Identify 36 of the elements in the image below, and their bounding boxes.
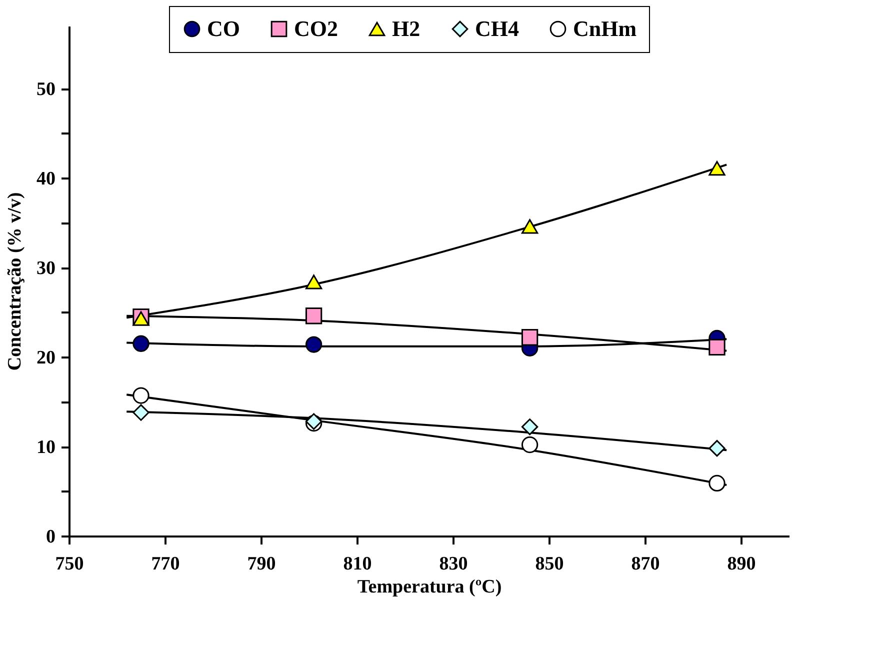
x-tick-label: 750 (55, 554, 84, 574)
y-axis-title: Concentração (% v/v) (4, 192, 26, 371)
legend-label: CO (207, 16, 240, 41)
legend-label: CnHm (573, 16, 637, 41)
legend-label: H2 (392, 16, 420, 41)
y-tick-label: 10 (36, 437, 56, 458)
point (305, 308, 322, 324)
legend-label: CO2 (294, 16, 338, 41)
x-tick-label: 790 (247, 554, 276, 574)
point (132, 387, 150, 404)
point (132, 335, 150, 352)
y-tick-label: 40 (36, 168, 56, 190)
x-tick-label: 810 (343, 554, 372, 574)
point (521, 329, 538, 346)
point (305, 336, 322, 353)
x-tick-label: 850 (535, 554, 564, 574)
point (708, 474, 726, 492)
x-tick-label: 770 (151, 554, 180, 574)
x-tick-label: 830 (439, 554, 468, 574)
point (132, 404, 150, 421)
point (708, 338, 726, 356)
x-tick-label: 870 (631, 554, 660, 574)
point (132, 311, 150, 326)
y-tick-label: 20 (36, 348, 56, 369)
point (521, 219, 538, 234)
x-axis-title: Temperatura (ºC) (357, 576, 502, 598)
legend-label: CH4 (475, 16, 519, 41)
point (708, 440, 726, 457)
y-tick-label: 0 (46, 526, 56, 548)
point (521, 418, 538, 436)
y-tick-label: 30 (36, 258, 56, 280)
x-tick-label: 890 (727, 554, 756, 574)
point (305, 274, 322, 290)
point (521, 436, 538, 454)
point (708, 160, 726, 176)
y-tick-label: 50 (36, 79, 56, 100)
